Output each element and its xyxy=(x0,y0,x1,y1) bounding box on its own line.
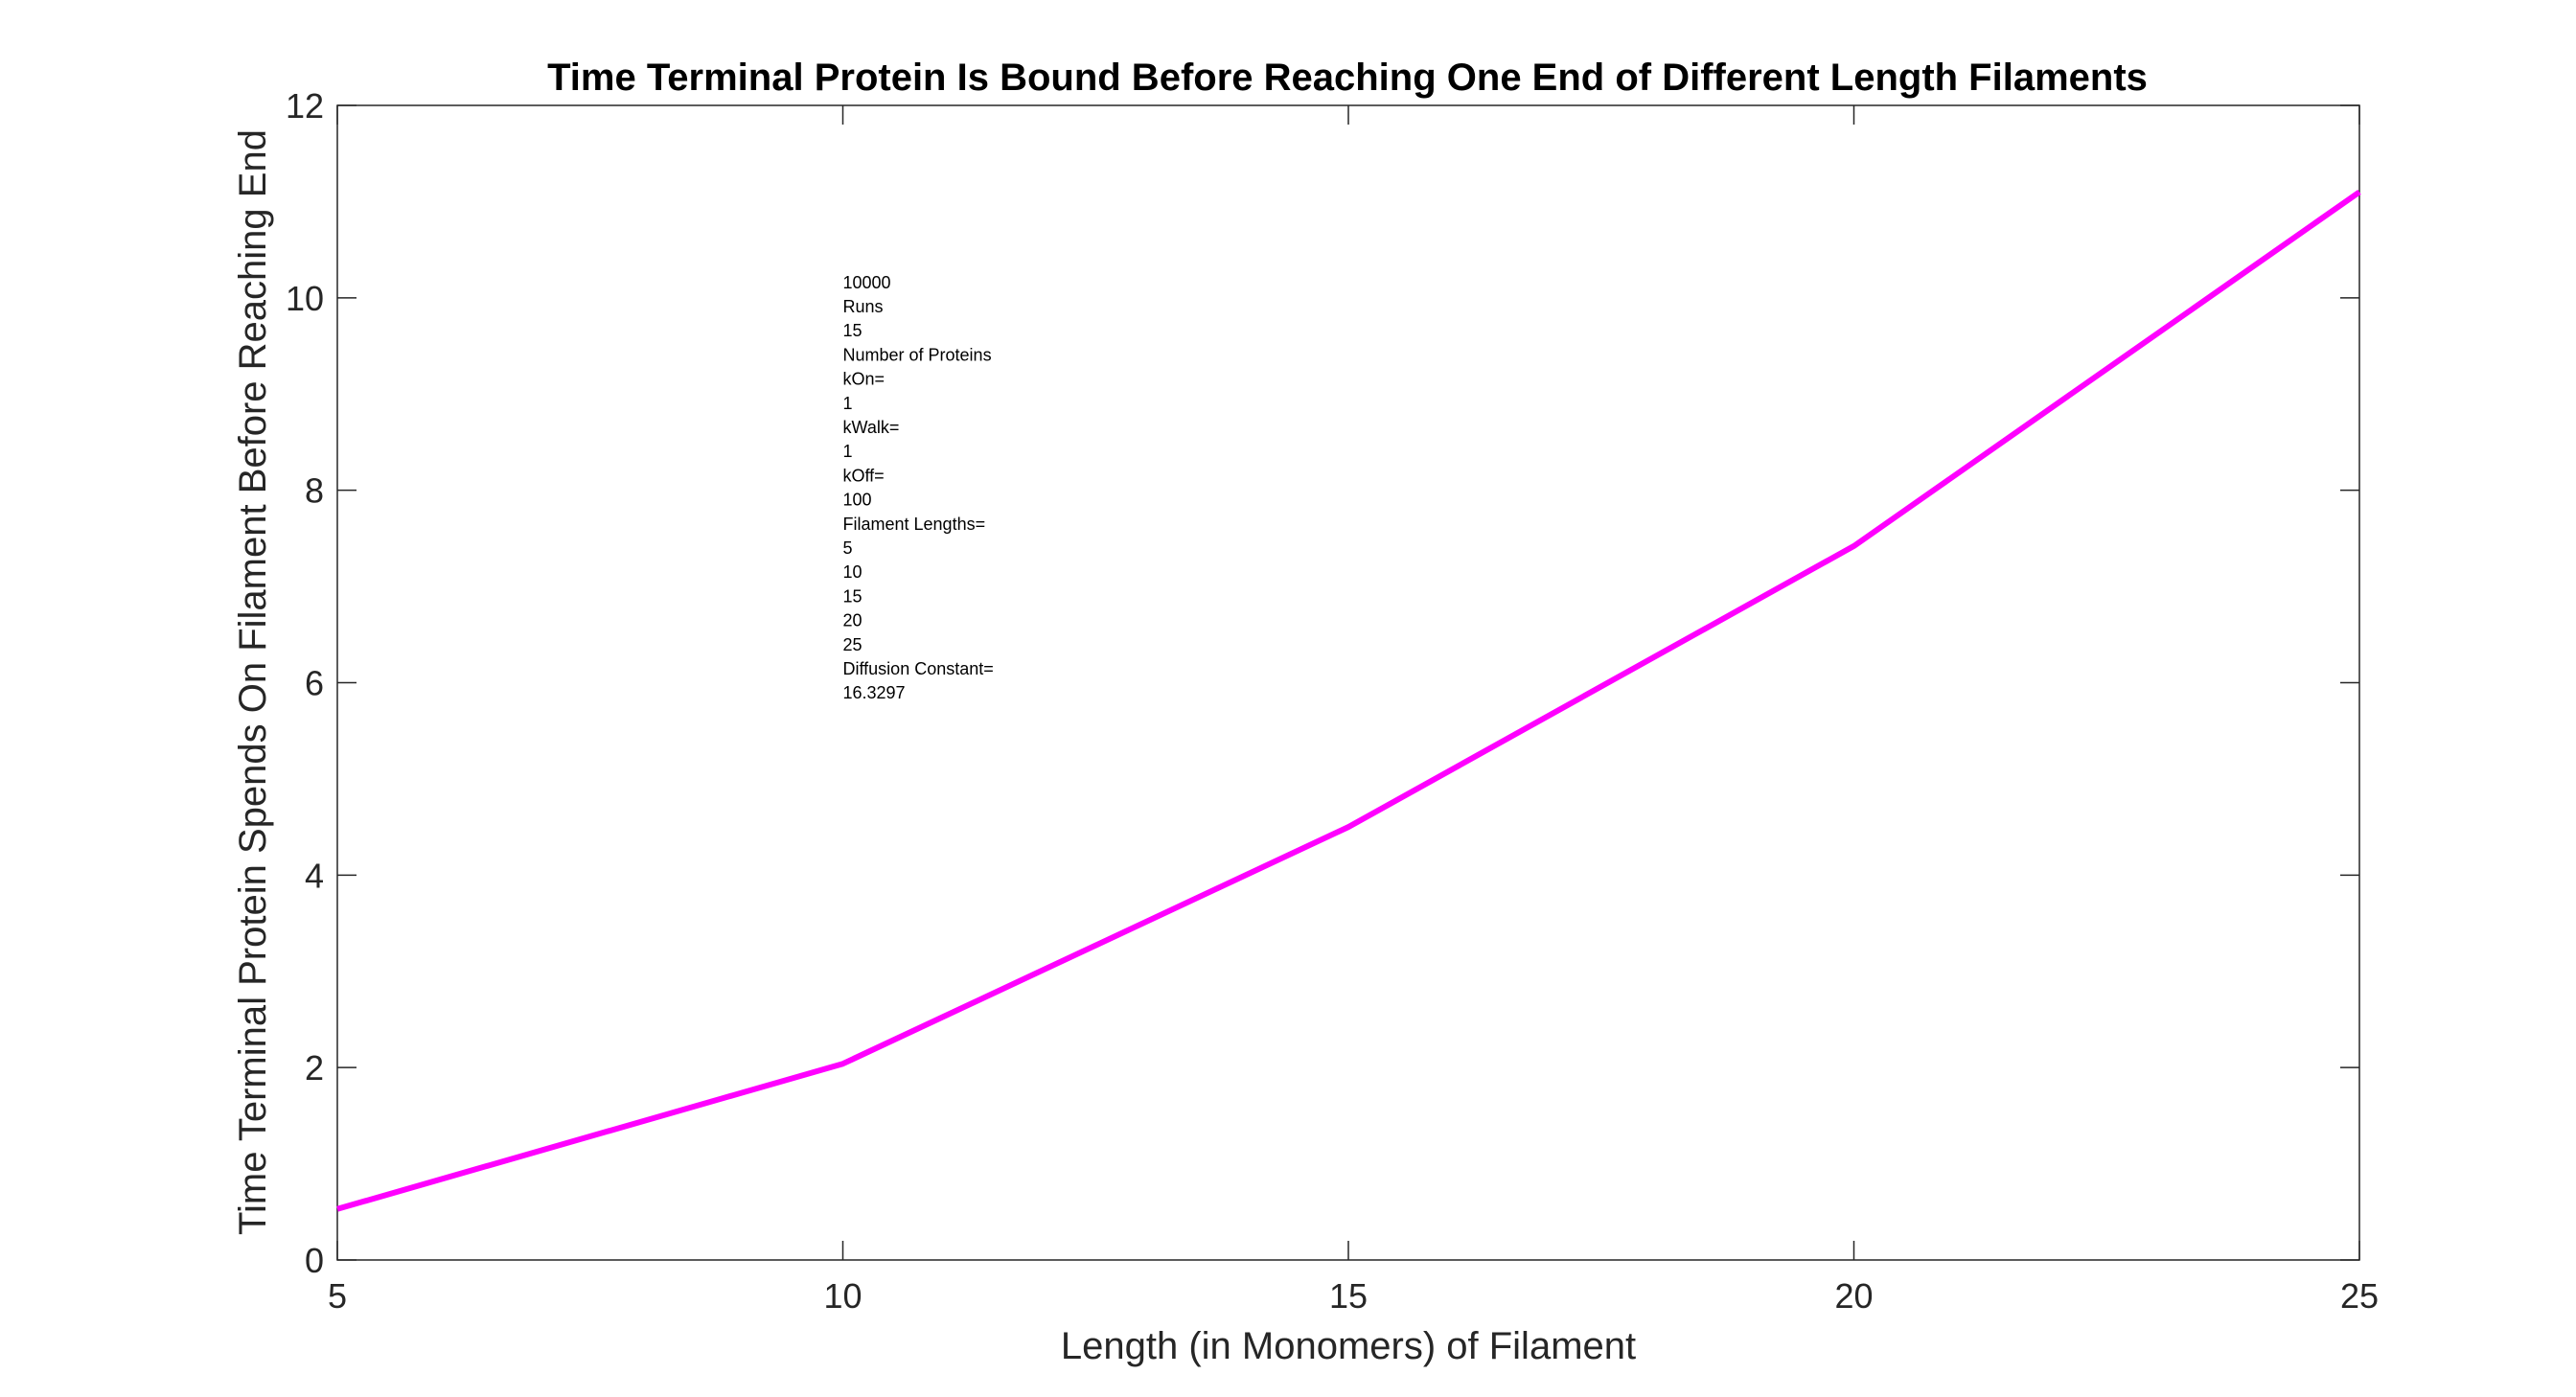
annotation-line: 15 xyxy=(843,586,862,606)
y-tick-label: 10 xyxy=(286,279,324,318)
annotation-line: 100 xyxy=(843,491,872,510)
annotation-line: 25 xyxy=(843,635,862,654)
chart-title: Time Terminal Protein Is Bound Before Re… xyxy=(547,57,2148,99)
x-axis-label: Length (in Monomers) of Filament xyxy=(1061,1325,1636,1367)
annotation-line: 1 xyxy=(843,394,853,413)
annotation-line: Number of Proteins xyxy=(843,345,992,364)
y-tick-label: 12 xyxy=(286,86,324,126)
y-tick-label: 6 xyxy=(305,664,324,703)
x-tick-label: 20 xyxy=(1834,1276,1873,1316)
x-axis-ticks: 5 10 15 20 25 xyxy=(328,105,2379,1316)
annotation-line: 10 xyxy=(843,562,862,582)
annotation-line: Filament Lengths= xyxy=(843,515,986,534)
annotation-line: kWalk= xyxy=(843,418,900,437)
y-tick-label: 4 xyxy=(305,856,324,895)
y-axis-ticks: 0 2 4 6 8 10 12 xyxy=(286,86,2359,1280)
annotation-line: 10000 xyxy=(843,273,891,292)
y-tick-label: 8 xyxy=(305,471,324,511)
annotation-line: kOn= xyxy=(843,370,886,389)
y-tick-label: 0 xyxy=(305,1241,324,1280)
series-group xyxy=(336,189,2361,1212)
annotation-line: 1 xyxy=(843,442,853,461)
annotation-line: kOff= xyxy=(843,466,885,485)
series-line xyxy=(336,189,2361,1212)
x-tick-label: 25 xyxy=(2340,1276,2379,1316)
x-tick-label: 10 xyxy=(823,1276,862,1316)
annotation-line: Diffusion Constant= xyxy=(843,659,994,678)
annotation-line: 20 xyxy=(843,611,862,630)
x-tick-label: 5 xyxy=(328,1276,347,1316)
annotation-line: Runs xyxy=(843,297,884,316)
annotation-line: 15 xyxy=(843,321,862,340)
y-axis-label: Time Terminal Protein Spends On Filament… xyxy=(232,129,274,1235)
annotation-line: 16.3297 xyxy=(843,683,906,702)
y-tick-label: 2 xyxy=(305,1048,324,1088)
x-tick-label: 15 xyxy=(1329,1276,1368,1316)
plot-frame xyxy=(336,104,2360,1261)
annotation-line: 5 xyxy=(843,538,853,558)
